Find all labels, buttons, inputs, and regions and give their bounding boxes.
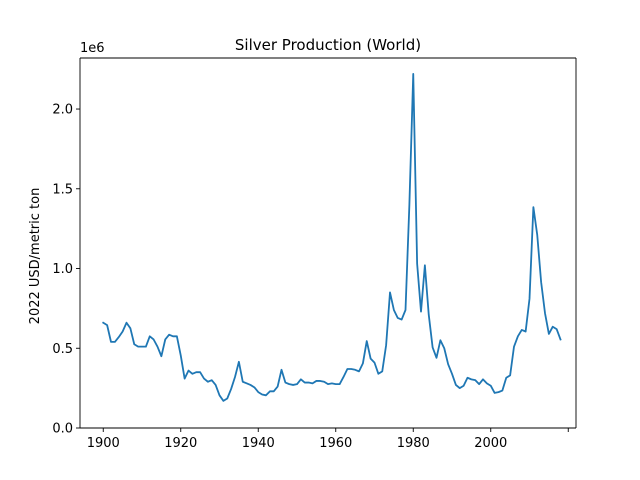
y-tick-label: 1.0 bbox=[52, 262, 73, 277]
y-tick-label: 2.0 bbox=[52, 103, 73, 118]
y-tick-label: 1.5 bbox=[52, 182, 73, 197]
x-tick-label: 1960 bbox=[319, 436, 352, 451]
y-tick-label: 0.5 bbox=[52, 342, 73, 357]
series-line-0 bbox=[102, 73, 562, 402]
x-tick-label: 1900 bbox=[87, 436, 120, 451]
y-tick-label: 0.0 bbox=[52, 422, 73, 437]
y-axis-offset-label: 1e6 bbox=[80, 41, 105, 56]
x-tick-label: 1940 bbox=[242, 436, 275, 451]
chart-title: Silver Production (World) bbox=[235, 36, 421, 54]
x-tick-label: 1980 bbox=[397, 436, 430, 451]
plot-area: 1900 1920 1940 1960 1980 2000 0.0 0.5 1.0 1.5 2.0 bbox=[52, 57, 577, 451]
x-tick-label: 2000 bbox=[474, 436, 507, 451]
x-tick-label: 1920 bbox=[164, 436, 197, 451]
y-axis-title: 2022 USD/metric ton bbox=[28, 188, 43, 325]
